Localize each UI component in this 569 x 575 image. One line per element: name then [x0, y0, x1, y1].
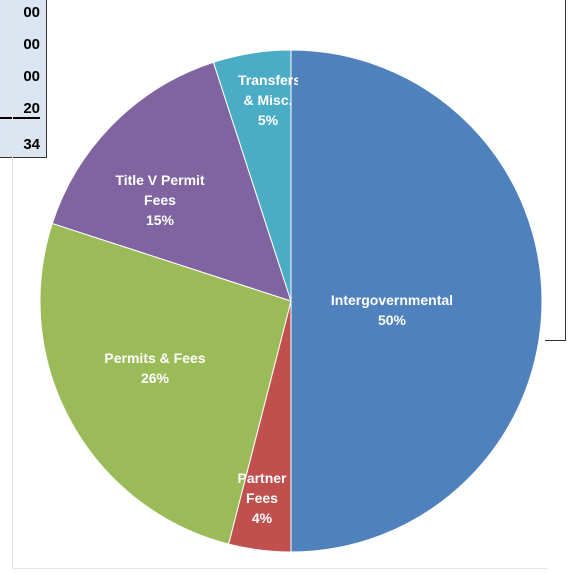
- label-box: Partner Fees 4%: [232, 438, 292, 558]
- category-label: Permits & Fees: [104, 350, 206, 366]
- pie-slice: [51, 61, 292, 302]
- value-label: 15%: [145, 212, 175, 228]
- slice-label: Permits & Fees 26%: [90, 308, 220, 428]
- category-label: Partner Fees: [237, 470, 287, 506]
- label-box: Transfers & Misc. 5%: [238, 40, 298, 160]
- table-cell: 20: [0, 100, 40, 119]
- slice-label: Partner Fees 4%: [232, 438, 292, 558]
- table-cell: 34: [23, 136, 40, 153]
- table-cell: 00: [23, 68, 40, 85]
- slice-label: Title V Permit Fees 15%: [105, 140, 215, 260]
- label-box: Title V Permit Fees 15%: [105, 140, 215, 260]
- value-label: 26%: [140, 370, 170, 386]
- table-fragment: 00 00 00 20 34: [0, 0, 47, 158]
- chart-area: [12, 0, 548, 569]
- value-label: 5%: [257, 112, 279, 128]
- category-label: Transfers & Misc.: [238, 72, 298, 108]
- value-label: 4%: [251, 510, 273, 526]
- value-label: 50%: [377, 312, 407, 328]
- pie-slice: [290, 49, 543, 553]
- table-cell: 00: [23, 36, 40, 53]
- side-box: [545, 0, 566, 341]
- slice-label: Intergovernmental 50%: [307, 250, 477, 370]
- table-cell: 00: [23, 4, 40, 21]
- pie-slice: [212, 49, 292, 302]
- category-label: Intergovernmental: [330, 292, 454, 308]
- slice-label: Transfers & Misc. 5%: [238, 40, 298, 160]
- label-box: Intergovernmental 50%: [307, 250, 477, 370]
- pie-slice: [39, 222, 292, 545]
- label-box: Permits & Fees 26%: [90, 308, 220, 428]
- category-label: Title V Permit Fees: [115, 172, 205, 208]
